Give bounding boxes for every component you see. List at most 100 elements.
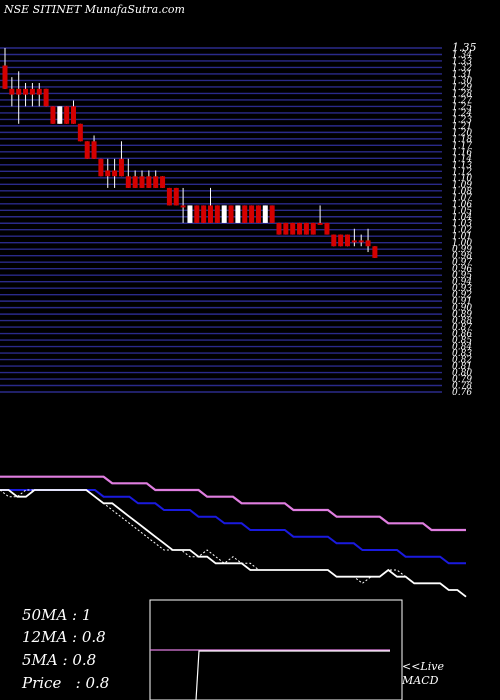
candlestick-series [2,48,378,258]
price-axis-label: 1.02 [452,226,472,236]
price-axis-label: 0.80 [452,369,472,379]
price-axis-label: 0.81 [452,362,472,372]
candle-body [228,205,234,223]
candle-body [297,222,303,235]
price-axis-label: 1.13 [452,161,472,171]
price-axis-label: 0.98 [452,252,472,262]
candle-body [324,222,330,235]
price-axis-label: 1.31 [452,70,472,80]
candle-body [242,205,248,223]
candle-body [372,246,378,258]
price-axis-label: 0.82 [452,356,472,366]
price-axis-label: 0.87 [452,323,472,333]
candle-body [214,205,220,223]
candle-body [132,176,138,188]
live-label: <<Live [402,660,444,673]
price-axis-label: 0.95 [452,271,472,281]
candle-body [187,205,193,223]
price-axis-label: 1.01 [452,232,472,242]
price-axis-label: 0.92 [452,291,472,301]
candle-body [105,170,111,177]
candle-body [84,141,90,159]
candle-body [201,205,207,223]
price-axis-label: 1.24 [452,109,472,119]
candle-body [249,205,255,223]
price-axis-label: 0.84 [452,343,472,353]
price-axis-label: 1.03 [452,219,472,229]
price-axis-label: 0.78 [452,382,472,392]
price-axis-label: 1.27 [452,96,472,106]
price-axis-label: 1.10 [452,174,472,184]
price-axis-label: 0.90 [452,304,472,314]
price-axis-label: 1.04 [452,213,472,223]
price-axis-label: 1.21 [452,122,472,132]
candle-body [338,234,344,247]
candle-body [290,222,296,235]
price-axis-label: 0.97 [452,258,472,268]
candle-body [180,205,186,208]
price-axis-label: 1.18 [452,135,472,145]
price-axis-label: 1.29 [452,83,472,93]
candle-body [29,88,35,95]
candle-body [153,176,159,188]
candle-body [166,187,172,206]
candle-body [310,222,316,235]
candle-body [276,222,282,235]
price-axis-label: 0.96 [452,265,472,275]
price-axis-label: 1.32 [452,63,472,73]
price-axis-label: 1.23 [452,115,472,125]
candle-body [262,205,268,223]
price-axis-label: 1.20 [452,128,472,138]
candle-body [351,240,357,243]
price-axis-label: 1.30 [452,76,472,86]
price-axis-label: 1.16 [452,148,472,158]
candle-body [283,222,289,235]
price-axis-label: 0.79 [452,375,472,385]
candle-body [173,187,179,206]
candle-body [365,240,371,247]
candle-body [112,170,118,177]
legend-ma5: 5MA : 0.8 [22,651,97,669]
candle-body [331,234,337,247]
price-grid [0,47,442,393]
legend-ma50: 50MA : 1 [22,606,92,624]
candle-body [64,106,70,124]
candle-body [71,106,76,124]
price-axis-label: 0.93 [452,284,472,294]
price-axis-label: 0.88 [452,317,472,327]
candle-body [2,65,8,89]
candle-body [303,222,309,235]
price-axis-label: 0.89 [452,310,472,320]
price-axis-label: 0.85 [452,336,472,346]
candle-body [317,222,323,225]
line-price [0,489,467,598]
live-macd-label: <<Live MACD [402,660,444,688]
price-axis-label: 0.86 [452,330,472,340]
price-axis-label: 1.09 [452,180,472,190]
candle-body [50,106,56,124]
candle-body [146,176,152,188]
candle-body [139,176,145,188]
price-axis-label: 0.76 [452,388,472,398]
price-axis-label: 1.14 [452,154,472,164]
candle-body [57,106,63,124]
candle-body [98,158,104,177]
legend-ma12: 12MA : 0.8 [22,628,106,646]
price-axis-label: 0.94 [452,278,472,288]
price-axis-label: 0.99 [452,245,472,255]
candle-body [160,176,166,188]
price-axis-label: 1.34 [452,50,472,60]
line-ma12 [0,489,466,565]
candle-body [221,205,227,223]
price-axis-label: 0.83 [452,349,472,359]
candle-body [194,205,200,223]
candle-body [235,205,241,223]
candle-body [77,123,83,142]
candle-body [255,205,261,223]
candle-body [23,88,29,95]
line-ma50 [0,475,466,532]
candle-body [358,240,364,243]
price-axis-label: 1.08 [452,187,472,197]
line-ma5 [0,489,467,598]
candle-body [269,205,275,223]
